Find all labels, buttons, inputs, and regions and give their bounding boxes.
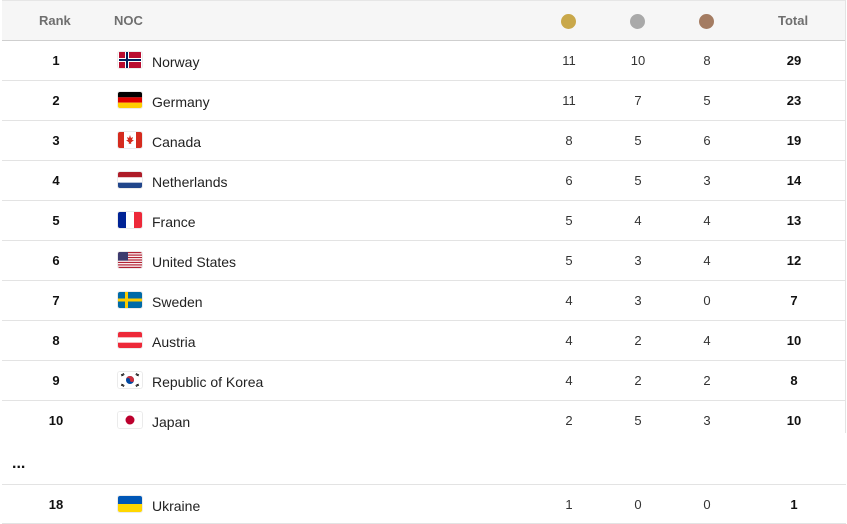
rank-cell: 3 xyxy=(52,133,60,148)
gold-count: 4 xyxy=(565,373,573,388)
country-name[interactable]: France xyxy=(152,214,196,230)
ukraine-flag-icon xyxy=(118,496,142,512)
sweden-flag-icon xyxy=(118,292,142,308)
gold-count: 2 xyxy=(565,413,573,428)
bronze-count: 4 xyxy=(703,213,711,228)
rank-cell: 10 xyxy=(48,413,64,428)
total-count: 8 xyxy=(790,373,798,388)
table-row[interactable]: 5 France 5 4 4 13 xyxy=(2,201,846,241)
silver-medal-icon[interactable] xyxy=(630,14,645,29)
silver-count: 7 xyxy=(634,93,642,108)
country-name[interactable]: United States xyxy=(152,254,237,270)
table-row[interactable]: 4 Netherlands 6 5 3 14 xyxy=(2,161,846,201)
total-count: 10 xyxy=(786,333,802,348)
table-right-border xyxy=(845,0,846,433)
bronze-medal-icon[interactable] xyxy=(699,14,714,29)
france-flag-icon xyxy=(118,212,142,228)
country-name[interactable]: Japan xyxy=(152,414,191,430)
country-name[interactable]: Canada xyxy=(152,134,202,150)
bronze-count: 3 xyxy=(703,413,711,428)
gold-medal-icon[interactable] xyxy=(561,14,576,29)
gold-count: 11 xyxy=(562,53,576,68)
table-row[interactable]: 7 Sweden 4 3 0 7 xyxy=(2,281,846,321)
noc-column-header[interactable]: NOC xyxy=(114,13,143,28)
total-count: 1 xyxy=(790,497,798,512)
austria-flag-icon xyxy=(118,332,142,348)
bronze-count: 0 xyxy=(703,497,711,512)
japan-flag-icon xyxy=(118,412,142,428)
silver-count: 5 xyxy=(634,173,642,188)
table-row[interactable]: 6 United States 5 3 4 12 xyxy=(2,241,846,281)
total-count: 14 xyxy=(786,173,802,188)
rank-cell: 4 xyxy=(52,173,60,188)
total-count: 12 xyxy=(786,253,802,268)
table-gap: ... xyxy=(2,441,846,484)
country-name[interactable]: Germany xyxy=(152,94,210,110)
bronze-count: 0 xyxy=(703,293,711,308)
silver-count: 3 xyxy=(634,293,642,308)
rank-cell: 1 xyxy=(52,53,60,68)
korea-flag-icon xyxy=(118,372,142,388)
total-count: 23 xyxy=(786,93,802,108)
netherlands-flag-icon xyxy=(118,172,142,188)
silver-count: 5 xyxy=(634,133,642,148)
bronze-count: 6 xyxy=(703,133,711,148)
silver-count: 0 xyxy=(634,497,642,512)
gold-count: 5 xyxy=(565,213,573,228)
total-count: 13 xyxy=(786,213,802,228)
rows-omitted-ellipsis: ... xyxy=(12,455,26,472)
rank-cell: 6 xyxy=(52,253,60,268)
table-row[interactable]: 8 Austria 4 2 4 10 xyxy=(2,321,846,361)
bronze-count: 4 xyxy=(703,333,711,348)
country-name[interactable]: Netherlands xyxy=(152,174,228,190)
country-name[interactable]: Republic of Korea xyxy=(152,374,264,390)
bronze-count: 8 xyxy=(703,53,711,68)
silver-count: 4 xyxy=(634,213,642,228)
table-row[interactable]: 9 Republic of Korea 4 2 2 8 xyxy=(2,361,846,401)
germany-flag-icon xyxy=(118,92,142,108)
bronze-count: 2 xyxy=(703,373,711,388)
silver-count: 3 xyxy=(634,253,642,268)
rank-cell: 18 xyxy=(48,497,64,512)
table-row[interactable]: 10 Japan 2 5 3 10 xyxy=(2,401,846,441)
table-row[interactable]: 3 Canada 8 5 6 19 xyxy=(2,121,846,161)
table-row[interactable]: 18 Ukraine 1 0 0 1 xyxy=(2,484,846,524)
country-name[interactable]: Ukraine xyxy=(152,498,201,514)
gold-count: 8 xyxy=(565,133,573,148)
bronze-count: 5 xyxy=(703,93,711,108)
rank-cell: 8 xyxy=(52,333,60,348)
gold-count: 5 xyxy=(565,253,573,268)
gold-count: 4 xyxy=(565,333,573,348)
table-row[interactable]: 1 Norway 11 10 8 29 xyxy=(2,41,846,81)
table-row[interactable]: 2 Germany 11 7 5 23 xyxy=(2,81,846,121)
silver-count: 2 xyxy=(634,333,642,348)
rank-cell: 5 xyxy=(52,213,60,228)
total-count: 10 xyxy=(786,413,802,428)
gold-count: 4 xyxy=(565,293,573,308)
bronze-count: 3 xyxy=(703,173,711,188)
country-name[interactable]: Norway xyxy=(152,54,200,70)
gold-count: 11 xyxy=(562,93,576,108)
gold-count: 6 xyxy=(565,173,573,188)
total-column-header[interactable]: Total xyxy=(778,13,809,28)
country-name[interactable]: Sweden xyxy=(152,294,203,310)
rank-cell: 9 xyxy=(52,373,60,388)
silver-count: 10 xyxy=(630,53,646,68)
country-name[interactable]: Austria xyxy=(152,334,196,350)
silver-count: 5 xyxy=(634,413,642,428)
gold-count: 1 xyxy=(565,497,573,512)
table-header: Rank NOC Total xyxy=(2,0,846,41)
total-count: 19 xyxy=(786,133,802,148)
total-count: 7 xyxy=(790,293,798,308)
norway-flag-icon xyxy=(118,52,142,68)
bronze-count: 4 xyxy=(703,253,711,268)
canada-flag-icon xyxy=(118,132,142,148)
total-count: 29 xyxy=(786,53,802,68)
rank-cell: 7 xyxy=(52,293,60,308)
silver-count: 2 xyxy=(634,373,642,388)
usa-flag-icon xyxy=(118,252,142,268)
rank-column-header[interactable]: Rank xyxy=(39,13,71,28)
rank-cell: 2 xyxy=(52,93,60,108)
